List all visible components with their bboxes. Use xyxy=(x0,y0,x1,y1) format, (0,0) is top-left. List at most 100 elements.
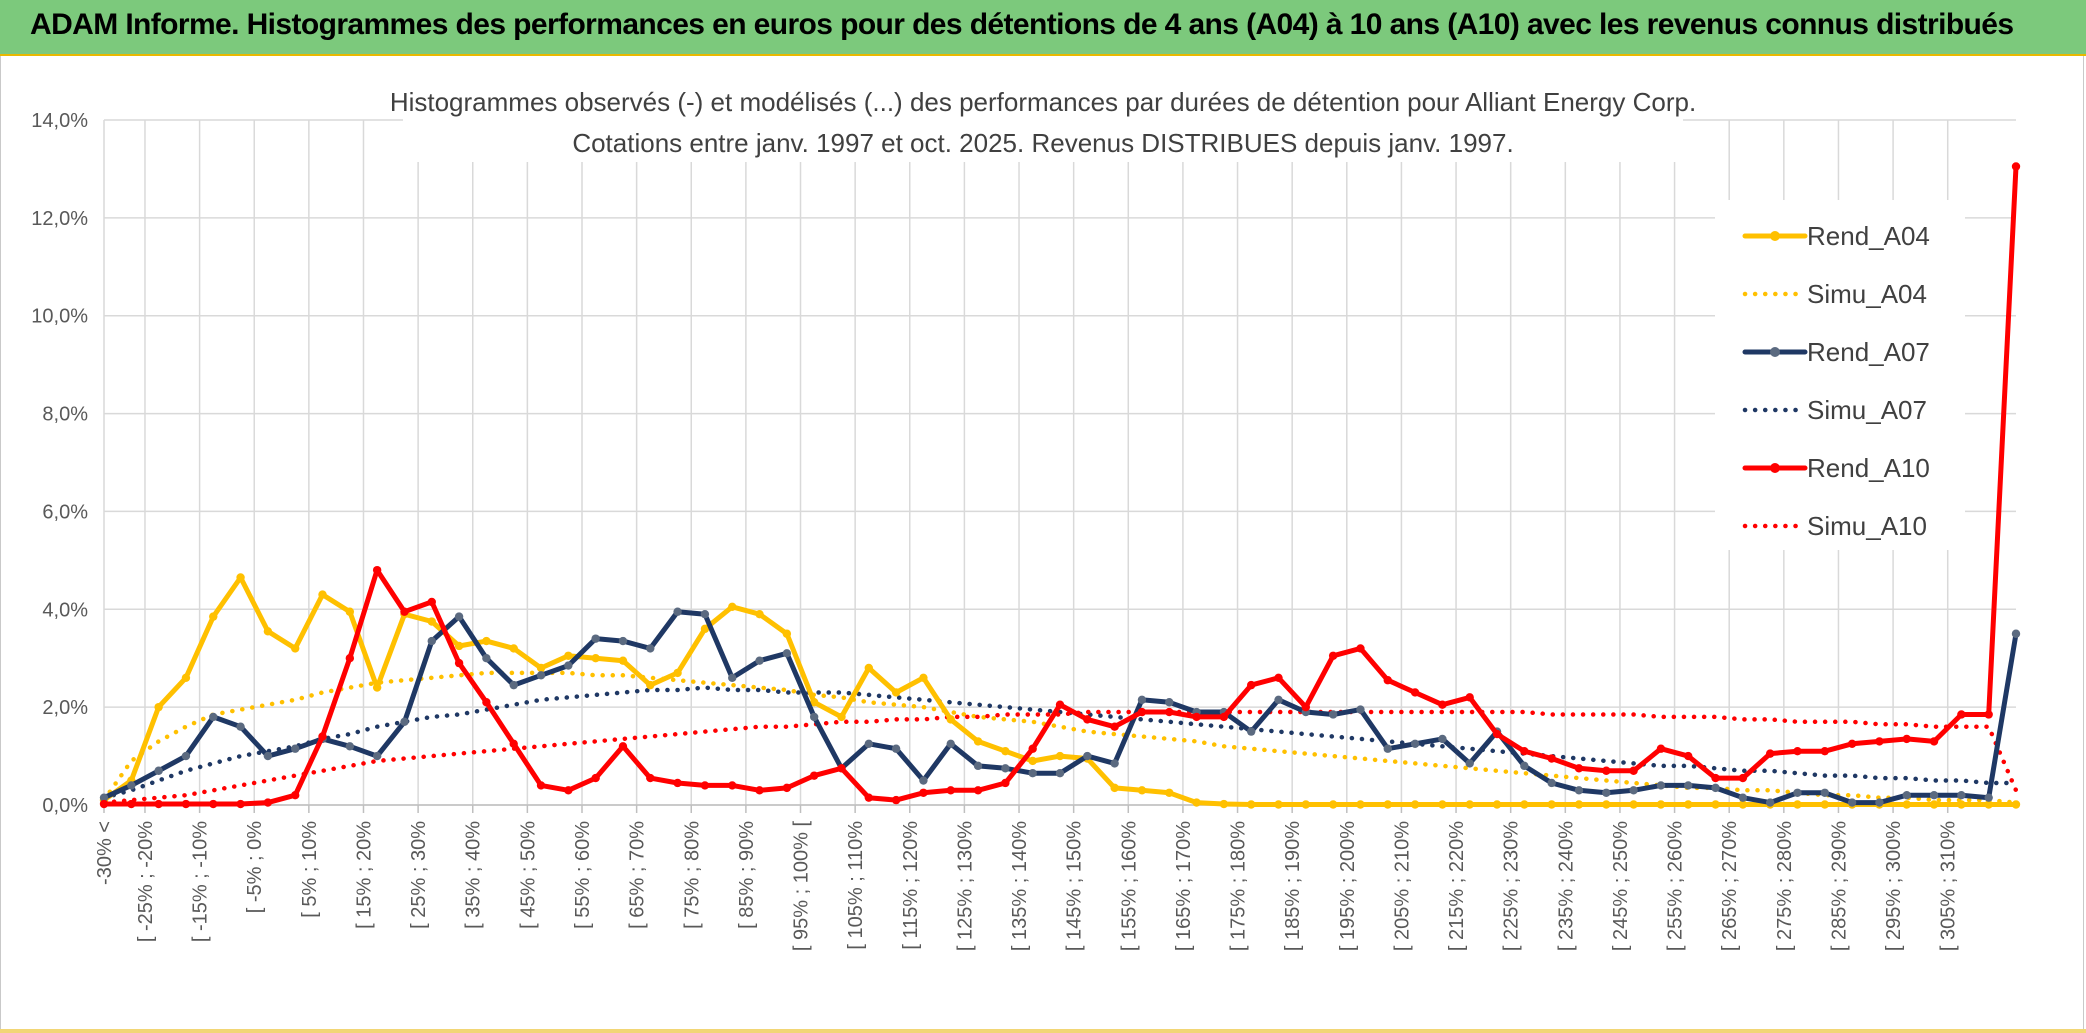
data-point xyxy=(1738,773,1748,783)
legend-marker xyxy=(1770,463,1780,473)
x-tick-label: [ 55% ; 60% xyxy=(572,821,594,929)
data-point xyxy=(1847,739,1857,749)
data-point xyxy=(454,612,464,621)
data-point xyxy=(1410,800,1420,809)
legend-label-rend_a10: Rend_A10 xyxy=(1807,453,1930,483)
x-tick-label: [ 115% ; 120% xyxy=(900,821,922,950)
data-point xyxy=(181,799,191,809)
x-tick-label: [ 275% ; 280% xyxy=(1774,821,1796,951)
data-point xyxy=(1301,702,1311,712)
x-tick-label: [ 255% ; 260% xyxy=(1665,821,1687,951)
series-line-simu_a10 xyxy=(101,709,2019,805)
y-tick-label: 0,0% xyxy=(42,795,88,817)
data-point xyxy=(263,751,273,761)
data-point xyxy=(1465,800,1474,809)
data-point xyxy=(1684,751,1693,761)
data-point xyxy=(1110,783,1119,793)
data-point xyxy=(345,742,355,751)
data-point xyxy=(2011,162,2021,171)
data-point xyxy=(1847,798,1857,807)
data-point xyxy=(1110,722,1119,731)
data-point xyxy=(345,607,355,616)
x-tick-label: [ 25% ; 30% xyxy=(408,821,430,929)
x-tick-label: [ 15% ; 20% xyxy=(353,821,375,929)
data-point xyxy=(482,654,491,663)
chart-title: Histogrammes observés (-) et modélisés (… xyxy=(390,87,1696,117)
data-point xyxy=(1574,764,1584,773)
data-point xyxy=(181,751,191,761)
data-point xyxy=(2011,800,2021,809)
data-point xyxy=(482,636,491,646)
data-point xyxy=(1055,768,1065,778)
x-tick-label: [ 225% ; 230% xyxy=(1501,821,1523,951)
data-point xyxy=(1165,788,1174,797)
data-point xyxy=(1793,788,1802,797)
data-point xyxy=(1520,761,1529,771)
data-point xyxy=(728,673,737,682)
data-point xyxy=(1684,781,1693,790)
data-point xyxy=(1602,800,1611,809)
data-point xyxy=(1301,800,1311,809)
data-point xyxy=(1765,798,1775,807)
data-point xyxy=(591,773,600,783)
chart-legend: Rend_A04 Simu_A04 Rend_A07 Simu_A07 Rend_A10… xyxy=(1715,200,1965,550)
data-point xyxy=(1165,698,1174,707)
data-point xyxy=(1793,800,1802,809)
data-point xyxy=(209,612,218,621)
data-point xyxy=(973,761,983,771)
data-point xyxy=(973,737,983,746)
data-point xyxy=(2011,629,2021,638)
data-point xyxy=(755,609,764,619)
data-point xyxy=(1793,746,1802,756)
x-axis-ticks: -30% < [ -25% ; -20% [ -15% ; -10% [ -5% ; … xyxy=(94,821,1960,952)
data-point xyxy=(1137,786,1147,795)
data-point xyxy=(1656,781,1666,790)
x-tick-label: [ 145% ; 150% xyxy=(1064,821,1086,951)
x-tick-label: [ 295% ; 300% xyxy=(1883,821,1905,951)
legend-label-simu_a04: Simu_A04 xyxy=(1807,279,1927,309)
data-point xyxy=(1656,800,1666,809)
x-tick-label: [ 175% ; 180% xyxy=(1228,821,1250,951)
data-point xyxy=(946,786,955,795)
data-point xyxy=(891,688,901,697)
data-point xyxy=(891,795,901,805)
legend-label-simu_a10: Simu_A10 xyxy=(1807,511,1927,541)
data-point xyxy=(673,668,682,678)
data-point xyxy=(372,683,382,692)
data-point xyxy=(1984,710,1993,719)
y-tick-label: 8,0% xyxy=(42,404,88,426)
data-point xyxy=(1219,712,1229,722)
data-point xyxy=(1438,700,1447,709)
data-point xyxy=(919,788,928,797)
data-point xyxy=(1738,800,1748,809)
data-point xyxy=(700,609,710,619)
data-point xyxy=(564,651,573,660)
data-point xyxy=(1438,734,1447,744)
data-point xyxy=(1165,707,1174,717)
x-tick-label: [ 75% ; 80% xyxy=(681,821,703,929)
data-point xyxy=(1028,768,1037,778)
data-point xyxy=(618,636,628,646)
x-tick-label: [ 235% ; 240% xyxy=(1555,821,1577,951)
data-point xyxy=(1247,680,1256,690)
data-point xyxy=(263,627,273,636)
data-point xyxy=(1465,693,1474,702)
data-point xyxy=(837,764,846,773)
data-point xyxy=(809,771,819,780)
data-point xyxy=(1875,737,1884,746)
data-point xyxy=(646,773,655,783)
data-point xyxy=(263,798,273,807)
data-point xyxy=(1820,746,1830,756)
data-point xyxy=(1929,791,1939,800)
data-point xyxy=(673,607,682,616)
data-point xyxy=(482,698,491,707)
data-point xyxy=(1684,800,1693,809)
data-point xyxy=(1957,800,1966,809)
x-tick-label: [ 285% ; 290% xyxy=(1828,821,1850,951)
data-point xyxy=(1765,749,1775,758)
data-point xyxy=(318,590,327,599)
x-tick-label: [ 165% ; 170% xyxy=(1173,821,1195,951)
data-point xyxy=(1902,800,1911,809)
chart-title-background xyxy=(403,82,1683,162)
